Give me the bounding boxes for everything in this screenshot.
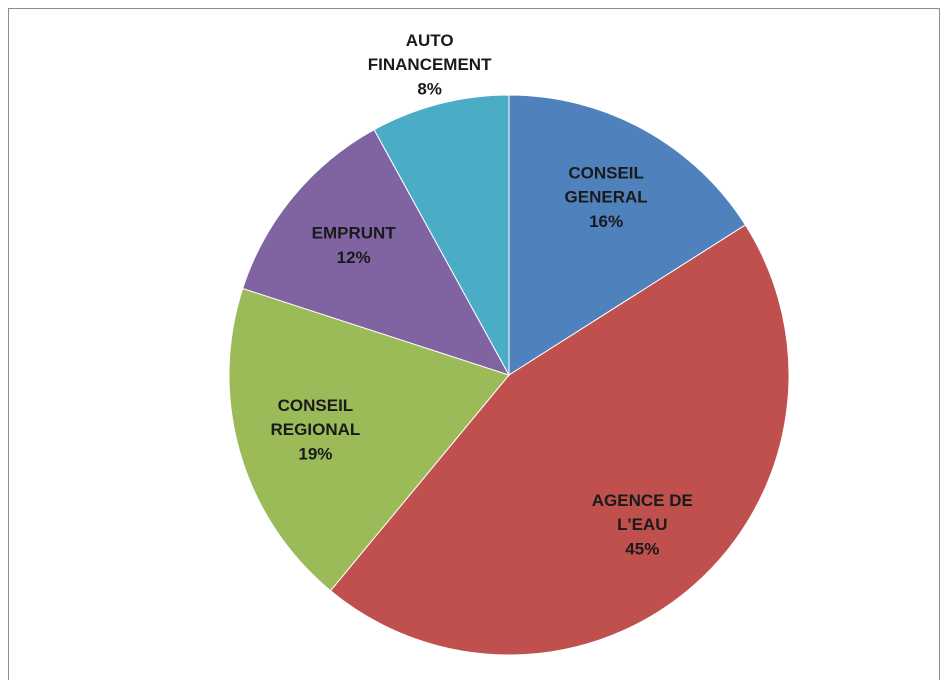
label-line: CONSEIL [278, 397, 354, 416]
label-line: AUTO [406, 31, 454, 50]
pie-slice [329, 224, 790, 656]
label-line: AGENCE DE [592, 492, 693, 511]
slice-value-label: 12% [337, 248, 371, 267]
label-line: CONSEIL [568, 164, 644, 183]
label-line: L'EAU [617, 516, 667, 535]
slice-category-label: AUTO FINANCEMENT [368, 31, 492, 74]
pie-slice [242, 128, 511, 376]
label-line: REGIONAL [271, 421, 361, 440]
slice-value-label: 45% [625, 540, 659, 559]
slice-value-label: 16% [589, 212, 623, 231]
slice-category-label: AGENCE DE L'EAU [592, 492, 693, 535]
slice-value-label: 8% [417, 79, 442, 98]
slice-category-label: EMPRUNT [312, 224, 397, 243]
pie-slice [228, 287, 510, 592]
label-line: EMPRUNT [312, 224, 397, 243]
slice-category-label: CONSEIL REGIONAL [271, 397, 361, 440]
slice-value-label: 19% [298, 445, 332, 464]
pie-slice [373, 94, 510, 376]
slice-category-label: CONSEIL GENERAL [565, 164, 648, 207]
label-line: FINANCEMENT [368, 55, 492, 74]
label-line: GENERAL [565, 188, 648, 207]
pie-slice [508, 94, 747, 376]
